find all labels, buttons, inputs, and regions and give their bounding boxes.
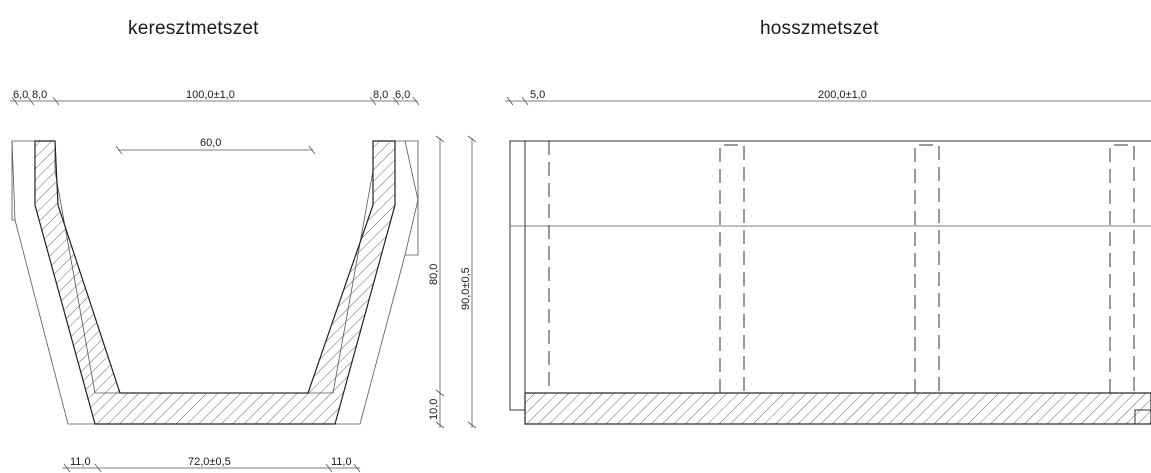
dim-bottom-width: 72,0±0,5 <box>188 456 231 468</box>
cross-section-hatched-wall <box>34 140 396 425</box>
dim-top-right-outer: 6,0 <box>395 89 410 101</box>
dim-bottom-left: 11,0 <box>70 456 91 468</box>
long-section-hatched-floor <box>524 392 1151 425</box>
long-section-drawing <box>509 140 1151 425</box>
dim-bottom-right: 11,0 <box>331 456 352 468</box>
cross-section-left-bevel <box>11 141 15 221</box>
cross-section-top-dimension: 6,0 8,0 100,0±1,0 8,0 6,0 <box>10 89 420 106</box>
long-section-title: hosszmetszet <box>760 18 879 39</box>
long-section-step <box>1134 409 1151 424</box>
dim-top-left-outer: 6,0 <box>13 89 28 101</box>
cross-section-bottom-dimension: 11,0 72,0±0,5 11,0 <box>62 456 361 473</box>
dim-inner-height: 80,0 <box>428 264 440 285</box>
dim-floor-thickness: 10,0 <box>428 399 440 420</box>
dim-inner-top-width: 60,0 <box>200 137 221 149</box>
dim-total-height: 90,0±0,5 <box>460 267 472 310</box>
dashed-rib <box>1109 144 1135 393</box>
cross-section-right-bevel <box>404 140 419 256</box>
long-section-outline <box>509 140 1151 425</box>
vertical-dimensions: 80,0 90,0±0,5 10,0 <box>428 135 477 429</box>
cross-section-drawing <box>11 140 419 425</box>
dim-top-left-inner: 8,0 <box>32 89 47 101</box>
cross-section-title: keresztmetszet <box>128 18 259 39</box>
dashed-rib <box>914 144 940 393</box>
long-section-top-dimension: 5,0 200,0±1,0 <box>505 89 1151 106</box>
dashed-rib <box>719 144 745 393</box>
dim-length: 200,0±1,0 <box>818 89 867 101</box>
cross-section-inner-dimension: 60,0 <box>115 137 316 155</box>
dim-top-width: 100,0±1,0 <box>186 89 235 101</box>
dim-top-right-inner: 8,0 <box>373 89 388 101</box>
dim-end-wall: 5,0 <box>530 89 545 101</box>
